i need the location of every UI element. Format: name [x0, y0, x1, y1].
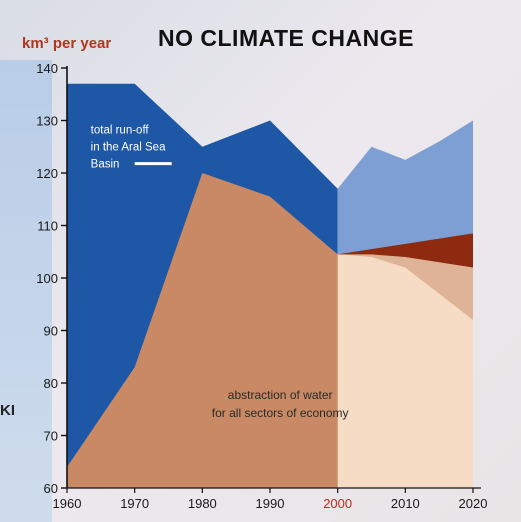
y-tick-label: 140: [36, 61, 58, 76]
y-tick-label: 100: [36, 271, 58, 286]
abstraction-annotation-line: abstraction of water: [228, 388, 333, 402]
cropped-text-fragment: KI: [0, 402, 15, 419]
chart-title: NO CLIMATE CHANGE: [158, 25, 414, 51]
y-axis-unit-label: km³ per year: [22, 35, 111, 52]
y-tick-label: 60: [44, 481, 58, 496]
runoff-annotation-line: in the Aral Sea: [91, 142, 166, 154]
x-tick-label: 1970: [120, 496, 149, 511]
y-tick-label: 130: [36, 114, 58, 129]
abstraction-annotation-line: for all sectors of economy: [212, 406, 349, 420]
abstraction-of-water-historical-area: [67, 173, 338, 488]
y-tick-label: 80: [44, 376, 58, 391]
x-tick-label: 1960: [53, 496, 82, 511]
projection-area-5: [337, 254, 473, 488]
x-tick-label: 2000: [323, 496, 352, 511]
y-tick-label: 110: [37, 219, 58, 234]
y-tick-label: 90: [44, 324, 58, 339]
x-tick-label: 2020: [459, 496, 488, 511]
y-tick-label: 70: [44, 429, 58, 444]
runoff-annotation-line: total run-off: [91, 125, 150, 137]
x-tick-label: 1980: [188, 496, 217, 511]
left-background-panel: [0, 60, 52, 522]
x-tick-label: 1990: [256, 496, 285, 511]
runoff-annotation-line: Basin: [91, 159, 120, 171]
y-tick-label: 120: [36, 166, 58, 181]
x-tick-label: 2010: [391, 496, 420, 511]
